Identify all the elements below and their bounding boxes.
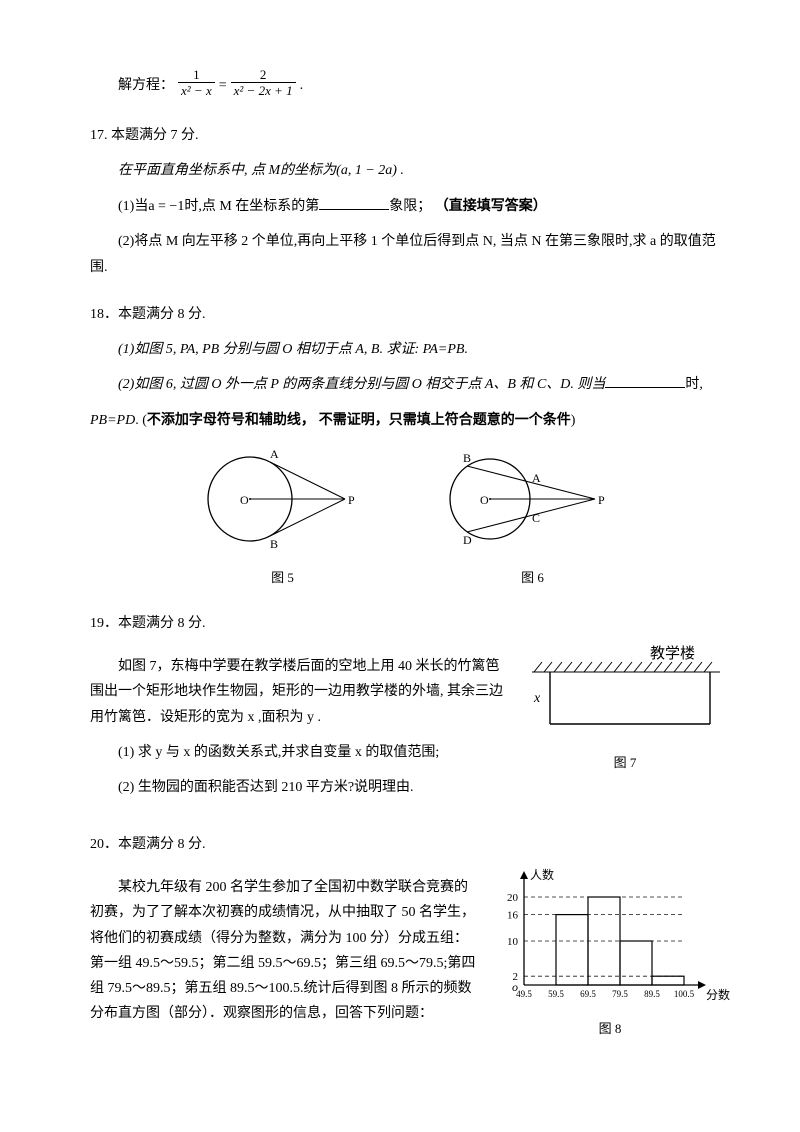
eq-lead: 解方程： <box>118 73 174 98</box>
svg-text:O: O <box>480 493 489 507</box>
q17-blank[interactable] <box>319 195 389 210</box>
figure-5: O P A B 图 5 <box>190 444 375 589</box>
figure-7: 教学楼 x 图 7 <box>520 644 730 774</box>
svg-text:B: B <box>463 451 471 465</box>
q19-li2: (2) 生物园的面积能否达到 210 平方米?说明理由. <box>90 775 508 800</box>
fig5-P: P <box>348 493 355 507</box>
svg-text:20: 20 <box>507 892 519 904</box>
svg-text:D: D <box>463 533 472 547</box>
svg-text:89.5: 89.5 <box>644 989 660 999</box>
q19-p1: 如图 7，东梅中学要在教学楼后面的空地上用 40 米长的竹篱笆围出一个矩形地块作… <box>90 654 508 730</box>
figure-6: O P B A C D 图 6 <box>435 444 630 589</box>
fig5-A: A <box>270 447 279 461</box>
svg-text:59.5: 59.5 <box>548 989 564 999</box>
svg-text:69.5: 69.5 <box>580 989 596 999</box>
svg-text:C: C <box>532 511 540 525</box>
equation-line: 解方程： 1 x² − x = 2 x² − 2x + 1 . <box>90 70 730 101</box>
svg-text:分数: 分数 <box>706 987 730 1002</box>
q17-part1: (1)当a = −1时,点 M 在坐标系的第象限； （直接填写答案） <box>90 193 730 219</box>
svg-text:人数: 人数 <box>530 867 554 882</box>
fig5-svg: O P A B <box>190 444 375 564</box>
q17-stem: 在平面直角坐标系中, 点 M的坐标为(a, 1 − 2a) . <box>90 158 730 183</box>
q20-title: 20．本题满分 8 分. <box>90 832 730 857</box>
q18-p2: (2)如图 6, 过圆 O 外一点 P 的两条直线分别与圆 O 相交于点 A、B… <box>90 372 730 397</box>
q19-li1: (1) 求 y 与 x 的函数关系式,并求自变量 x 的取值范围; <box>90 740 508 765</box>
svg-text:16: 16 <box>507 910 519 922</box>
svg-text:79.5: 79.5 <box>612 989 628 999</box>
q18-blank[interactable] <box>605 373 685 388</box>
svg-text:x: x <box>533 691 541 706</box>
svg-text:P: P <box>598 493 605 507</box>
figure-8: 人数分数o210162049.559.569.579.589.5100.5 图 … <box>490 865 730 1040</box>
q20-p1: 某校九年级有 200 名学生参加了全国初中数学联合竞赛的初赛，为了了解本次初赛的… <box>90 875 478 1026</box>
fig6-svg: O P B A C D <box>435 444 630 564</box>
q17-part2: (2)将点 M 向左平移 2 个单位,再向上平移 1 个单位后得到点 N, 当点… <box>90 229 730 279</box>
svg-text:教学楼: 教学楼 <box>650 645 695 662</box>
svg-text:2: 2 <box>513 971 519 983</box>
fig5-B: B <box>270 537 278 551</box>
frac-1: 1 x² − x <box>178 68 215 99</box>
svg-text:100.5: 100.5 <box>674 989 695 999</box>
q17-title: 17. 本题满分 7 分. <box>90 123 730 148</box>
q18-figures: O P A B 图 5 O P B A C D 图 6 <box>90 444 730 589</box>
svg-text:A: A <box>532 471 541 485</box>
q18-title: 18．本题满分 8 分. <box>90 302 730 327</box>
q19-title: 19．本题满分 8 分. <box>90 611 730 636</box>
svg-text:10: 10 <box>507 936 519 948</box>
fig5-O: O <box>240 493 249 507</box>
fig8-svg: 人数分数o210162049.559.569.579.589.5100.5 <box>490 865 730 1015</box>
svg-text:49.5: 49.5 <box>516 989 532 999</box>
q18-p1: (1)如图 5, PA, PB 分别与圆 O 相切于点 A, B. 求证: PA… <box>90 337 730 362</box>
frac-2: 2 x² − 2x + 1 <box>231 68 296 99</box>
q18-p3: PB=PD. (不添加字母符号和辅助线， 不需证明，只需填上符合题意的一个条件) <box>90 407 730 433</box>
